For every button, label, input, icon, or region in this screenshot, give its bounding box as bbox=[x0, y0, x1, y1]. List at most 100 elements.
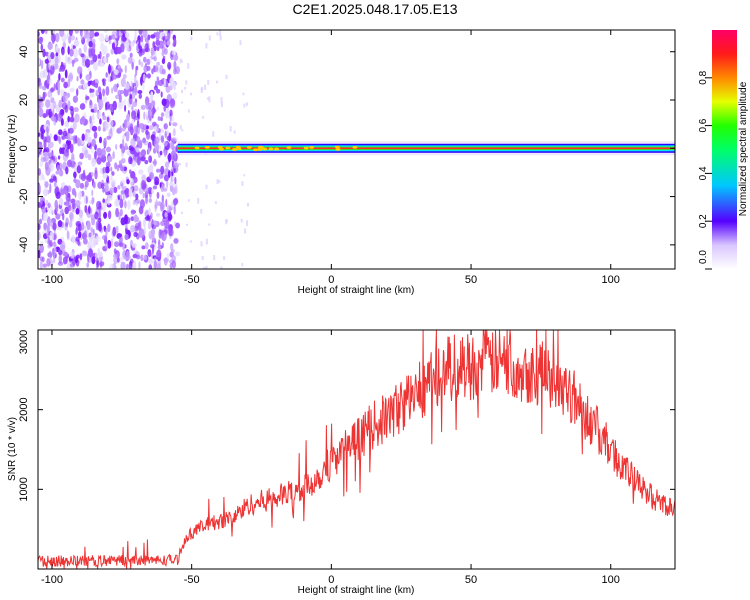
noise-blob bbox=[130, 137, 136, 147]
noise-speck bbox=[244, 228, 247, 234]
noise-speck bbox=[205, 42, 208, 49]
noise-blob bbox=[72, 202, 77, 210]
noise-blob bbox=[163, 174, 169, 182]
noise-blob bbox=[127, 200, 131, 210]
noise-speck bbox=[246, 220, 248, 226]
noise-blob bbox=[97, 110, 102, 119]
noise-blob bbox=[159, 150, 163, 156]
noise-blob bbox=[116, 46, 122, 55]
noise-blob bbox=[38, 57, 41, 66]
noise-blob bbox=[149, 156, 152, 163]
noise-blob bbox=[171, 171, 174, 177]
noise-blob bbox=[80, 32, 84, 41]
noise-blob bbox=[160, 220, 165, 227]
noise-blob bbox=[136, 156, 141, 166]
noise-blob bbox=[60, 241, 66, 252]
noise-blob bbox=[94, 211, 99, 220]
noise-blob bbox=[91, 256, 96, 265]
noise-blob bbox=[84, 30, 90, 39]
noise-blob bbox=[75, 236, 80, 242]
noise-blob bbox=[160, 112, 165, 117]
noise-blob bbox=[47, 202, 51, 208]
noise-blob bbox=[73, 48, 78, 58]
noise-blob bbox=[116, 164, 120, 172]
noise-blob bbox=[113, 256, 119, 264]
noise-blob bbox=[102, 115, 107, 121]
noise-blob bbox=[50, 33, 57, 43]
noise-blob bbox=[122, 193, 125, 201]
noise-blob bbox=[107, 223, 111, 233]
noise-blob bbox=[165, 109, 169, 118]
noise-blob bbox=[97, 251, 103, 258]
noise-blob bbox=[109, 187, 115, 195]
noise-speck bbox=[180, 59, 183, 63]
noise-blob bbox=[53, 134, 58, 142]
noise-blob bbox=[58, 129, 63, 136]
noise-blob bbox=[109, 39, 112, 45]
noise-blob bbox=[169, 142, 174, 149]
noise-blob bbox=[39, 260, 43, 269]
noise-blob bbox=[48, 108, 52, 119]
figure-title: C2E1.2025.048.17.05.E13 bbox=[292, 1, 457, 17]
noise-blob bbox=[173, 238, 179, 244]
noise-blob bbox=[131, 105, 134, 111]
noise-blob bbox=[110, 48, 114, 55]
noise-blob bbox=[160, 165, 165, 175]
noise-blob bbox=[74, 191, 77, 198]
noise-blob bbox=[44, 161, 49, 171]
noise-blob bbox=[140, 34, 144, 43]
noise-blob bbox=[169, 115, 175, 124]
noise-blob bbox=[101, 234, 108, 241]
noise-blob bbox=[160, 201, 165, 211]
noise-speck bbox=[206, 97, 209, 100]
noise-speck bbox=[216, 32, 219, 36]
noise-speck bbox=[233, 130, 236, 134]
noise-blob bbox=[131, 262, 137, 269]
noise-blob bbox=[130, 177, 134, 187]
noise-blob bbox=[105, 72, 108, 78]
noise-blob bbox=[42, 201, 45, 206]
noise-speck bbox=[241, 263, 244, 267]
noise-blob bbox=[120, 179, 126, 186]
noise-blob bbox=[153, 65, 159, 73]
noise-blob bbox=[153, 56, 157, 62]
noise-blob bbox=[38, 203, 41, 207]
noise-blob bbox=[135, 199, 140, 204]
noise-blob bbox=[153, 220, 158, 226]
noise-blob bbox=[155, 39, 161, 46]
x-tick-label: 50 bbox=[465, 574, 477, 586]
noise-blob bbox=[116, 83, 119, 88]
noise-blob bbox=[76, 88, 79, 97]
noise-blob bbox=[67, 56, 70, 62]
noise-blob bbox=[78, 231, 82, 239]
noise-blob bbox=[69, 105, 74, 111]
noise-blob bbox=[102, 173, 108, 179]
noise-blob bbox=[142, 193, 145, 199]
noise-blob bbox=[48, 78, 52, 85]
noise-speck bbox=[201, 86, 204, 91]
noise-blob bbox=[46, 258, 51, 267]
noise-blob bbox=[135, 80, 139, 88]
noise-blob bbox=[148, 207, 151, 216]
noise-blob bbox=[131, 90, 136, 100]
noise-blob bbox=[73, 119, 77, 130]
noise-blob bbox=[57, 220, 63, 228]
noise-blob bbox=[173, 60, 177, 70]
noise-blob bbox=[103, 45, 108, 55]
x-tick-label: -50 bbox=[184, 274, 200, 286]
noise-blob bbox=[146, 215, 150, 220]
noise-blob bbox=[53, 181, 57, 188]
carrier-hotspot bbox=[194, 146, 200, 150]
noise-blob bbox=[58, 99, 63, 108]
noise-blob bbox=[111, 87, 114, 94]
noise-speck bbox=[201, 256, 204, 261]
noise-blob bbox=[125, 40, 130, 49]
noise-blob bbox=[103, 137, 107, 148]
noise-blob bbox=[150, 134, 156, 142]
noise-blob bbox=[40, 151, 44, 158]
noise-blob bbox=[40, 30, 46, 34]
noise-blob bbox=[105, 34, 109, 42]
noise-blob bbox=[89, 30, 95, 39]
noise-blob bbox=[146, 73, 151, 79]
colorbar-tick-label: 0.4 bbox=[698, 166, 709, 180]
